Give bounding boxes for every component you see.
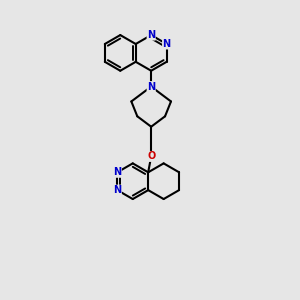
Text: N: N bbox=[163, 39, 171, 49]
Text: N: N bbox=[113, 167, 122, 177]
Text: N: N bbox=[147, 30, 155, 40]
Text: N: N bbox=[113, 185, 122, 195]
Text: O: O bbox=[147, 152, 155, 161]
Text: N: N bbox=[147, 82, 155, 92]
